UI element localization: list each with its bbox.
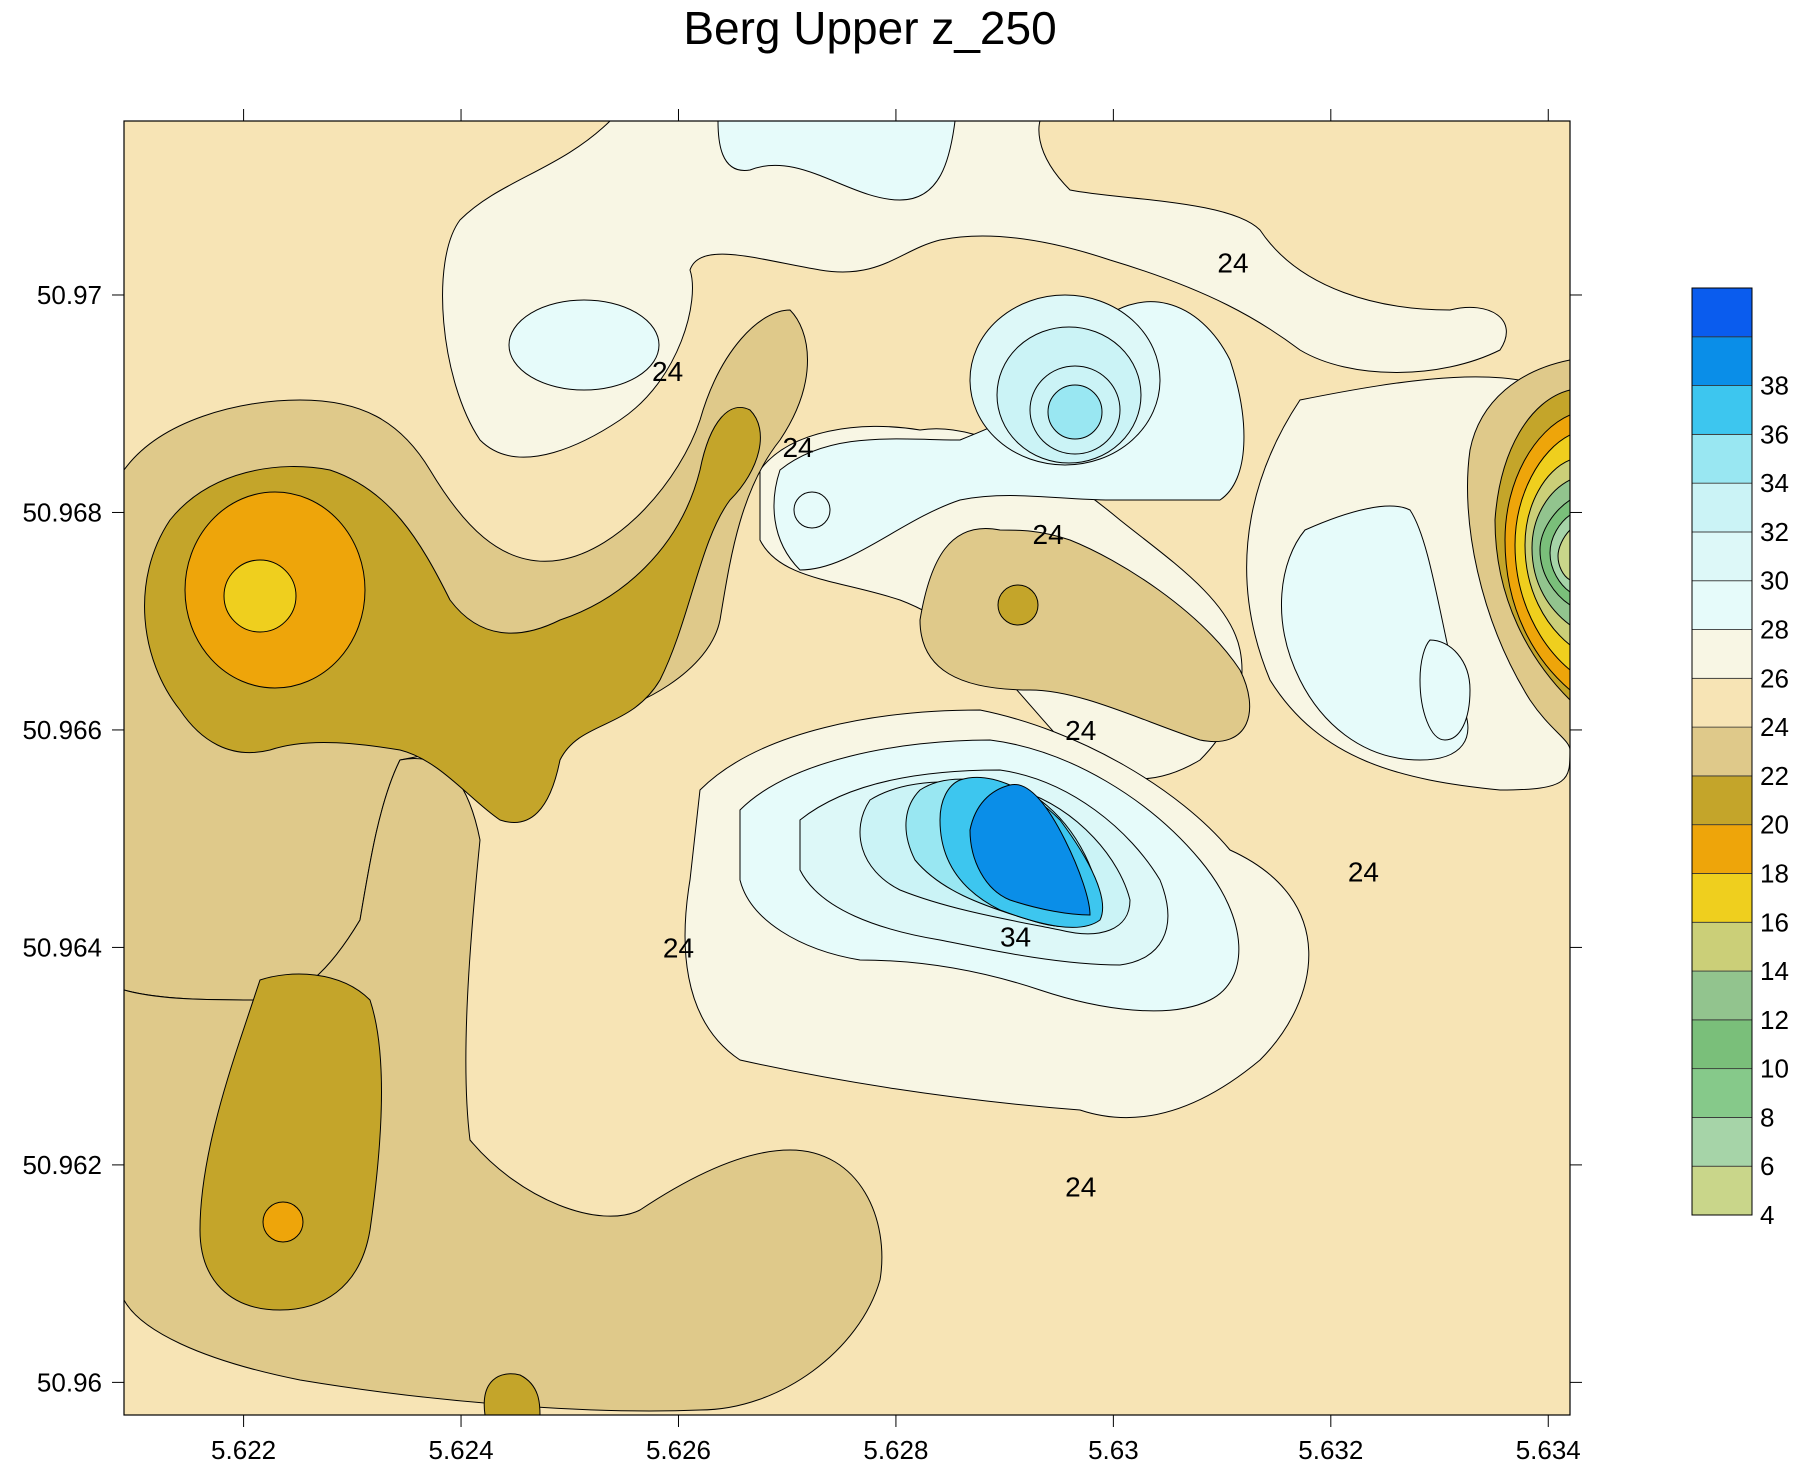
colorbar-swatch: [1691, 385, 1753, 435]
y-tick-label: 50.97: [37, 280, 102, 310]
colorbar-label: 30: [1760, 566, 1789, 596]
colorbar-label: 18: [1760, 858, 1789, 888]
colorbar-swatch: [1691, 726, 1753, 777]
colorbar-swatch: [1691, 1117, 1753, 1167]
colorbar-label: 10: [1760, 1054, 1789, 1084]
contour-label: 24: [652, 356, 683, 387]
region-28-30-east-spot: [1419, 639, 1471, 741]
region-20-22-center: [919, 528, 1251, 742]
region-26-28-north: [717, 121, 956, 201]
contour-fill-layer: [124, 121, 1570, 1415]
colorbar-label: 34: [1760, 468, 1789, 498]
region-14-16-west: [223, 559, 297, 633]
colorbar-swatch: [1691, 580, 1753, 630]
x-tick-label: 5.628: [863, 1435, 928, 1465]
y-tick-label: 50.96: [37, 1367, 102, 1397]
colorbar-swatch: [1691, 336, 1753, 386]
colorbar-label: 36: [1760, 419, 1789, 449]
y-tick-label: 50.962: [22, 1150, 102, 1180]
colorbar-swatch: [1691, 1019, 1753, 1070]
plot-frame: [123, 120, 1571, 1416]
colorbar-swatch: [1691, 677, 1753, 728]
colorbar-frame: [1691, 287, 1753, 1216]
contour-label: 24: [782, 432, 813, 463]
colorbar-label: 14: [1760, 956, 1789, 986]
contour-label: 24: [1348, 856, 1379, 887]
contour-label: 24: [1217, 247, 1248, 278]
colorbar-label: 6: [1760, 1151, 1774, 1181]
colorbar-label: 8: [1760, 1102, 1774, 1132]
region-18-20-spot: [997, 584, 1039, 626]
colorbar-swatch: [1691, 629, 1753, 679]
region-16-18-spot: [262, 1201, 304, 1243]
region-26-28-spot: [793, 491, 831, 529]
colorbar-swatch: [1691, 873, 1753, 923]
region-26-28-northwest: [508, 299, 660, 391]
colorbar-swatch: [1691, 1068, 1753, 1118]
contour-labels: 24 24 24 24 24 24 24 24 34: [652, 247, 1379, 1202]
colorbar-label: 38: [1760, 371, 1789, 401]
x-tick-label: 5.622: [211, 1435, 276, 1465]
colorbar-label: 12: [1760, 1005, 1789, 1035]
colorbar-label: 24: [1760, 712, 1789, 742]
contour-label: 24: [1033, 519, 1064, 550]
colorbar-label: 20: [1760, 810, 1789, 840]
x-tick-label: 5.624: [428, 1435, 493, 1465]
x-tick-label: 5.632: [1298, 1435, 1363, 1465]
region-24-26-north: [442, 121, 1507, 458]
chart-title: Berg Upper z_250: [683, 2, 1056, 54]
contour-label: 24: [1065, 1172, 1096, 1203]
y-tick-label: 50.968: [22, 497, 102, 527]
contour-label: 24: [1065, 715, 1096, 746]
x-tick-label: 5.634: [1516, 1435, 1581, 1465]
colorbar-label: 4: [1760, 1200, 1774, 1230]
colorbar-swatch: [1691, 824, 1753, 874]
colorbar-swatch: [1691, 970, 1753, 1021]
colorbar-label: 32: [1760, 517, 1789, 547]
colorbar-label: 26: [1760, 663, 1789, 693]
region-32-34-ne: [1047, 384, 1103, 440]
colorbar-swatch: [1691, 775, 1753, 826]
colorbar-swatch: [1691, 287, 1753, 338]
x-tick-label: 5.626: [646, 1435, 711, 1465]
colorbar-label: 22: [1760, 761, 1789, 791]
x-tick-label: 5.63: [1088, 1435, 1139, 1465]
colorbar-swatch: [1691, 531, 1753, 582]
region-18-20-southwest: [199, 973, 383, 1311]
colorbar-swatch: [1691, 1165, 1753, 1216]
contour-label: 24: [663, 932, 694, 963]
colorbar-swatch: [1691, 482, 1753, 533]
region-4-6-east: [1557, 529, 1570, 581]
axis-ticks: 5.622 5.624 5.626 5.628 5.63 5.632 5.634 50.96 5…: [22, 109, 1582, 1465]
colorbar-swatch: [1691, 921, 1753, 972]
colorbar-swatch: [1691, 433, 1753, 484]
colorbar: 4 6 8 10 12 14 16 18 20 22 24 26 28 30 32 34 36 38: [1691, 287, 1789, 1230]
colorbar-label: 28: [1760, 615, 1789, 645]
y-tick-label: 50.966: [22, 715, 102, 745]
contour-label: 34: [1000, 922, 1031, 953]
region-18-20-south-edge: [483, 1373, 541, 1415]
y-tick-label: 50.964: [22, 932, 102, 962]
region-36-38-south: [969, 784, 1091, 916]
colorbar-label: 16: [1760, 907, 1789, 937]
